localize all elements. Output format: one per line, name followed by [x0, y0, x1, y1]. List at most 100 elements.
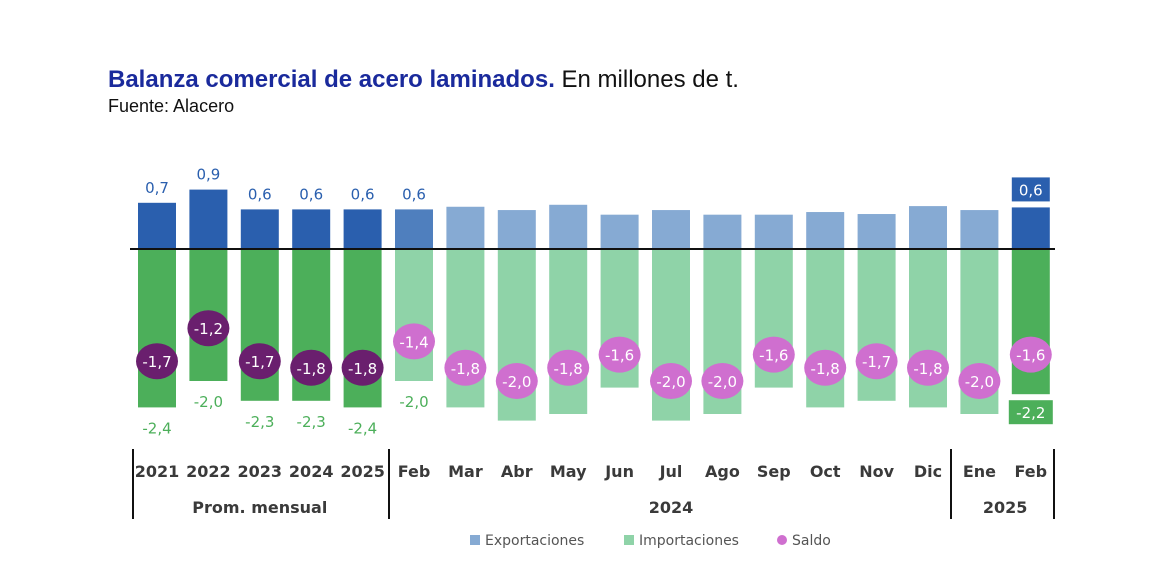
saldo-marker — [701, 363, 744, 399]
legend-swatch — [624, 535, 634, 545]
chart-title: Balanza comercial de acero laminados. En… — [108, 66, 739, 94]
saldo-value-label: -1,6 — [759, 347, 788, 365]
saldo-marker — [341, 349, 384, 386]
export-value-label: 0,6 — [1019, 181, 1043, 199]
x-tick-label: 2024 — [289, 462, 334, 481]
saldo-marker — [187, 310, 230, 347]
legend-label: Saldo — [792, 533, 831, 549]
x-tick-label: Mar — [448, 462, 483, 481]
saldo-value-label: -1,8 — [554, 360, 583, 378]
export-bar — [960, 210, 999, 249]
saldo-value-label: -1,2 — [194, 320, 223, 338]
x-tick-label: May — [550, 462, 587, 481]
x-group-label: Prom. mensual — [192, 498, 327, 517]
x-tick-label: Jul — [659, 462, 683, 481]
export-bar — [240, 209, 279, 249]
export-value-label: 0,6 — [351, 185, 375, 203]
chart-title-bold: Balanza comercial de acero laminados. — [108, 66, 555, 93]
saldo-value-label: -1,6 — [605, 347, 634, 365]
saldo-value-label: -2,0 — [502, 373, 531, 391]
export-value-label: 0,6 — [248, 185, 272, 203]
saldo-marker — [393, 323, 435, 360]
x-tick-label: 2025 — [340, 462, 385, 481]
import-value-label: -2,3 — [297, 413, 326, 431]
x-tick-label: Feb — [398, 462, 431, 481]
saldo-marker — [907, 349, 949, 386]
export-bar — [703, 214, 742, 249]
export-bar — [652, 210, 690, 249]
chart-source: Fuente: Alacero — [108, 96, 235, 116]
import-value-label: -2,0 — [399, 393, 428, 411]
import-label-box — [1008, 400, 1053, 425]
x-tick-label: Dic — [914, 462, 942, 481]
export-bar — [189, 189, 228, 249]
x-tick-label: 2021 — [135, 462, 180, 481]
x-tick-label: Ago — [705, 462, 740, 481]
saldo-marker — [804, 349, 847, 386]
chart-title-unit: En millones de t. — [554, 66, 739, 93]
import-value-label: -2,4 — [142, 419, 171, 437]
x-tick-label: Sep — [757, 462, 791, 481]
export-value-label: 0,6 — [299, 185, 323, 203]
saldo-marker — [752, 336, 795, 373]
export-value-label: 0,7 — [145, 179, 169, 197]
import-value-label: -2,3 — [245, 413, 274, 431]
saldo-value-label: -1,8 — [451, 360, 480, 378]
import-value-label: -2,4 — [348, 419, 377, 437]
saldo-value-label: -1,4 — [399, 333, 428, 351]
x-tick-label: Abr — [501, 462, 533, 481]
saldo-value-label: -2,0 — [965, 373, 994, 391]
import-bar — [138, 249, 176, 408]
x-tick-label: Oct — [810, 462, 841, 481]
legend-label: Importaciones — [639, 533, 739, 549]
export-bar — [395, 209, 433, 249]
export-bar — [343, 209, 382, 249]
x-tick-label: Feb — [1015, 462, 1048, 481]
export-bar — [1011, 207, 1050, 249]
saldo-marker — [650, 363, 692, 399]
saldo-marker — [1009, 336, 1052, 373]
export-bar — [497, 210, 536, 249]
saldo-value-label: -1,6 — [1016, 347, 1045, 365]
export-bar — [549, 204, 588, 249]
x-tick-label: Nov — [859, 462, 894, 481]
legend-swatch — [777, 535, 787, 545]
saldo-marker — [495, 363, 538, 399]
export-bar — [292, 209, 331, 249]
saldo-marker — [444, 349, 487, 386]
saldo-marker — [547, 349, 590, 386]
saldo-value-label: -2,0 — [656, 373, 685, 391]
saldo-marker — [958, 363, 1001, 399]
import-bar — [549, 249, 588, 414]
export-bar — [446, 206, 485, 249]
import-bar — [395, 249, 433, 381]
x-tick-label: Jun — [604, 462, 634, 481]
x-group-label: 2025 — [983, 498, 1028, 517]
import-value-label: -2,0 — [194, 393, 223, 411]
export-bar — [600, 214, 639, 249]
export-value-label: 0,6 — [402, 185, 426, 203]
export-bar — [857, 214, 896, 249]
saldo-value-label: -2,0 — [708, 373, 737, 391]
legend-label: Exportaciones — [485, 533, 584, 549]
saldo-value-label: -1,8 — [811, 360, 840, 378]
x-group-label: 2024 — [649, 498, 694, 517]
saldo-value-label: -1,8 — [348, 360, 377, 378]
saldo-value-label: -1,8 — [913, 360, 942, 378]
export-bar — [138, 202, 176, 249]
export-bar — [806, 212, 845, 249]
saldo-value-label: -1,7 — [862, 353, 891, 371]
saldo-value-label: -1,7 — [245, 353, 274, 371]
x-tick-label: 2023 — [238, 462, 283, 481]
export-bar — [909, 206, 947, 249]
saldo-marker — [290, 349, 333, 386]
saldo-value-label: -1,7 — [142, 353, 171, 371]
export-value-label: 0,9 — [196, 166, 220, 184]
saldo-marker — [136, 343, 178, 380]
x-tick-label: Ene — [963, 462, 996, 481]
legend-swatch — [470, 535, 480, 545]
saldo-marker — [855, 343, 898, 380]
x-tick-label: 2022 — [186, 462, 231, 481]
saldo-marker — [598, 336, 641, 373]
